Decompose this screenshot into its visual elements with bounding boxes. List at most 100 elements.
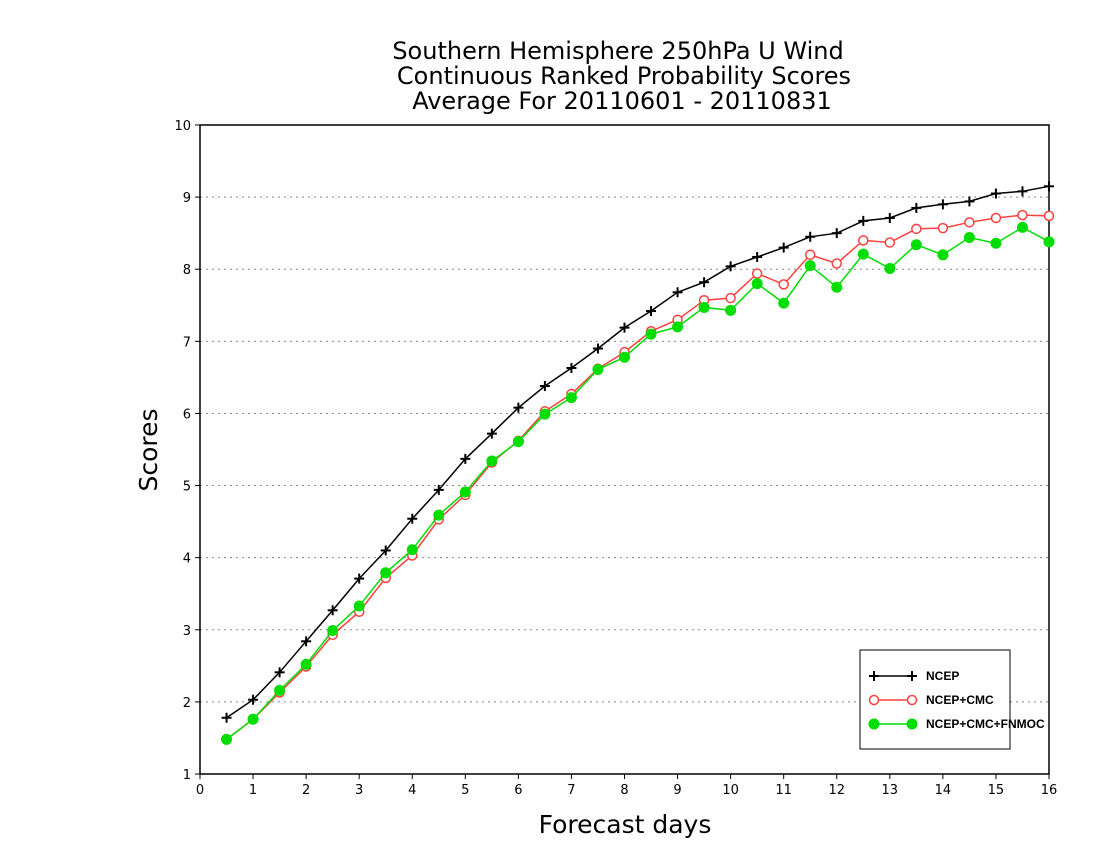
data-point <box>964 217 975 228</box>
x-tick-label: 16 <box>1041 783 1058 798</box>
data-point <box>884 263 896 275</box>
x-tick-label: 9 <box>673 783 681 798</box>
y-axis-label: Scores <box>134 408 163 491</box>
legend-swatch-marker <box>906 718 918 730</box>
data-point <box>646 306 657 317</box>
data-point <box>406 544 418 556</box>
data-point <box>910 239 922 251</box>
legend-swatch-marker <box>868 718 880 730</box>
x-tick-label: 15 <box>988 783 1005 798</box>
x-tick-label: 13 <box>882 783 899 798</box>
y-tick-label: 2 <box>183 696 191 711</box>
data-point <box>539 408 551 420</box>
legend-label: NCEP+CMC+FNMOC <box>926 717 1045 731</box>
legend-entries: NCEP NCEP+CMC NCEP+CMC+FNMOC <box>868 669 1045 731</box>
x-tick-label: 8 <box>620 783 628 798</box>
data-point <box>990 237 1002 249</box>
data-point <box>592 363 604 375</box>
chart-title: Southern Hemisphere 250hPa U Wind Contin… <box>392 37 851 115</box>
data-point <box>566 363 577 374</box>
data-point <box>460 453 471 464</box>
data-point <box>751 268 763 279</box>
data-point <box>619 351 630 363</box>
series-1 <box>221 181 1054 723</box>
data-point <box>857 248 869 260</box>
x-tick-label: 1 <box>249 783 257 798</box>
data-point <box>353 600 365 612</box>
chart-title-line-3: Average For 20110601 - 20110831 <box>412 87 832 115</box>
series-line <box>226 185 1050 719</box>
data-point <box>699 277 710 288</box>
data-point <box>248 694 259 705</box>
data-point <box>274 684 286 696</box>
data-point <box>327 624 339 636</box>
data-point <box>831 258 842 269</box>
data-point <box>698 301 710 313</box>
x-tick-label: 4 <box>408 783 416 798</box>
data-point <box>247 713 259 725</box>
x-tick-label: 5 <box>461 783 469 798</box>
data-point <box>486 428 497 439</box>
plot-area-frame <box>199 124 1050 775</box>
data-point <box>354 573 365 584</box>
data-point <box>805 231 816 242</box>
data-point <box>725 304 737 316</box>
data-point <box>1017 186 1028 197</box>
data-point <box>459 486 471 498</box>
legend-swatch-marker <box>869 671 879 681</box>
legend-swatch-marker <box>906 694 918 706</box>
y-tick-label: 5 <box>183 480 191 495</box>
legend-label: NCEP+CMC <box>926 693 994 707</box>
data-point <box>831 281 843 293</box>
data-point <box>565 392 577 404</box>
data-point <box>831 228 842 239</box>
data-point <box>221 712 232 723</box>
chart-title-line-1: Southern Hemisphere 250hPa U Wind <box>392 37 843 65</box>
data-point <box>513 402 524 413</box>
legend-swatch-marker <box>868 694 880 706</box>
data-point <box>433 509 445 521</box>
data-point <box>911 223 922 235</box>
y-tick-label: 7 <box>183 335 191 350</box>
data-point <box>858 215 869 226</box>
data-point <box>486 455 498 467</box>
data-point <box>937 199 948 210</box>
y-tick-label: 4 <box>183 552 191 567</box>
data-point <box>990 212 1002 224</box>
data-point <box>274 667 285 678</box>
data-point <box>301 636 312 647</box>
data-point <box>778 297 790 309</box>
y-tick-label: 8 <box>183 263 191 278</box>
x-tick-label: 14 <box>935 783 952 798</box>
data-point <box>619 322 630 333</box>
data-point <box>937 249 949 261</box>
data-point <box>407 513 418 524</box>
data-point <box>380 545 391 556</box>
data-point <box>752 251 763 262</box>
x-tick-label: 6 <box>514 783 522 798</box>
data-point <box>1017 209 1028 221</box>
legend-swatch-marker <box>907 671 917 681</box>
data-point <box>221 733 233 745</box>
data-point <box>539 381 550 392</box>
data-point <box>778 242 789 253</box>
data-point <box>804 260 816 272</box>
legend: NCEP NCEP+CMC NCEP+CMC+FNMOC <box>859 649 1045 750</box>
data-point <box>512 436 524 448</box>
data-point <box>778 279 789 290</box>
y-tick-label: 10 <box>174 119 191 134</box>
legend-label: NCEP <box>926 669 959 683</box>
gridlines <box>200 196 1049 703</box>
y-tick-label: 6 <box>183 407 191 422</box>
data-point <box>1043 236 1055 248</box>
data-point <box>964 196 975 207</box>
y-axis-ticks: 1 2 3 4 5 6 7 8 9 10 <box>174 119 200 783</box>
data-point <box>804 249 816 261</box>
series-layer <box>221 181 1055 745</box>
x-tick-label: 12 <box>828 783 845 798</box>
data-point <box>884 213 895 224</box>
data-point <box>884 237 896 248</box>
data-point <box>725 261 736 272</box>
x-axis-label: Forecast days <box>539 810 712 839</box>
